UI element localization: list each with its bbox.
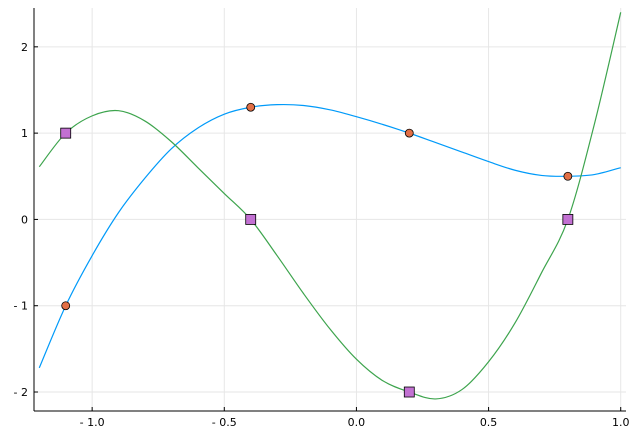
y-tick-label: - 2 xyxy=(14,386,28,399)
x-tick-label: - 0.5 xyxy=(212,416,237,429)
square-marker xyxy=(60,127,72,139)
series-line-2 xyxy=(38,12,622,400)
y-tick-label: - 1 xyxy=(14,300,28,313)
circle-marker xyxy=(246,102,256,112)
plot-series xyxy=(38,12,622,400)
y-tick-label: 0 xyxy=(21,213,28,226)
axes xyxy=(33,8,626,412)
series-line-1 xyxy=(38,103,621,369)
square-marker xyxy=(403,386,415,398)
circle-marker xyxy=(61,301,71,311)
y-tick-labels: 2 1 0 - 1 - 2 xyxy=(14,41,38,399)
x-tick-labels: - 1.0 - 0.5 0.0 0.5 1.0 xyxy=(80,407,630,429)
y-tick-label: 2 xyxy=(21,41,28,54)
circle-marker xyxy=(563,171,573,181)
grid xyxy=(34,8,626,411)
x-tick-label: - 1.0 xyxy=(80,416,105,429)
circle-marker xyxy=(404,128,414,138)
y-tick-label: 1 xyxy=(21,127,28,140)
x-tick-label: 0.0 xyxy=(348,416,366,429)
square-marker xyxy=(245,214,257,225)
x-tick-label: 0.5 xyxy=(480,416,498,429)
x-tick-label: 1.0 xyxy=(612,416,630,429)
square-marker xyxy=(562,214,574,225)
